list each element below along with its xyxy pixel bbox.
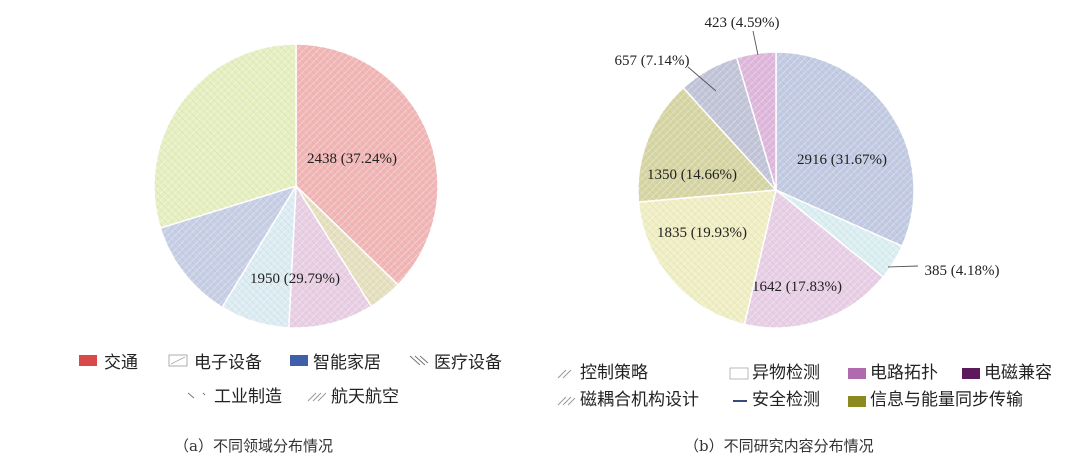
legend-b-swatch-4 bbox=[557, 396, 576, 406]
legend-b-label-3: 电磁兼容 bbox=[984, 363, 1052, 383]
pie-b-slice-0-crosshatch bbox=[776, 52, 914, 247]
legend-b-item-0: 控制策略 bbox=[557, 363, 648, 383]
pie-b-label-3: 1835 (19.93%) bbox=[657, 225, 747, 241]
pie-b-label-2: 1642 (17.83%) bbox=[752, 279, 842, 295]
pie-b-label-6: 423 (4.59%) bbox=[705, 15, 780, 31]
legend-a-label-4: 工业制造 bbox=[214, 387, 282, 407]
pie-b-leader-6 bbox=[752, 30, 759, 56]
legend-a: 交通 电子设备 智能家居 医疗设备 工业制造 bbox=[79, 353, 502, 407]
legend-b-swatch-1 bbox=[729, 367, 749, 380]
legend-a-label-1: 电子设备 bbox=[194, 353, 262, 373]
pie-b-slice-2-crosshatch bbox=[744, 190, 884, 328]
legend-b-label-2: 电路拓扑 bbox=[870, 363, 938, 383]
legend-a-item-1: 电子设备 bbox=[168, 353, 262, 373]
legend-a-item-0: 交通 bbox=[79, 353, 138, 373]
legend-a-swatch-4 bbox=[187, 392, 206, 399]
legend-a-swatch-5 bbox=[307, 392, 327, 402]
legend-a-label-5: 航天航空 bbox=[331, 387, 399, 407]
pie-a-slice-3-crosshatch bbox=[222, 186, 296, 328]
legend-a-label-3: 医疗设备 bbox=[434, 353, 502, 373]
pie-b-slice-6-crosshatch bbox=[736, 52, 776, 190]
legend-b: 控制策略 异物检测 电路拓扑 电磁兼容 磁耦合机构设计 安全检测 bbox=[557, 363, 1052, 410]
pie-a-slice-5-crosshatch bbox=[153, 44, 296, 229]
legend-b-label-1: 异物检测 bbox=[752, 363, 820, 383]
pie-b-label-5: 657 (7.14%) bbox=[615, 53, 690, 69]
legend-b-label-0: 控制策略 bbox=[580, 363, 648, 383]
legend-a-swatch-1-hatch bbox=[170, 356, 186, 365]
legend-b-swatch-0 bbox=[557, 369, 572, 379]
legend-b-item-3: 电磁兼容 bbox=[962, 363, 1052, 383]
pie-b-leader-5 bbox=[687, 66, 717, 92]
pie-a-slice-0-crosshatch bbox=[296, 44, 438, 285]
legend-b-item-6: 信息与能量同步传输 bbox=[848, 390, 1023, 410]
pie-a-label-5: 1950 (29.79%) bbox=[250, 271, 340, 287]
legend-b-item-5: 安全检测 bbox=[730, 390, 820, 410]
pie-chart-b: 2916 (31.67%) 385 (4.18%) 1642 (17.83%) 183… bbox=[615, 15, 1000, 329]
legend-a-label-0: 交通 bbox=[104, 353, 138, 373]
pie-b-slice-1-crosshatch bbox=[776, 190, 903, 277]
legend-a-item-5: 航天航空 bbox=[307, 387, 399, 407]
legend-b-item-4: 磁耦合机构设计 bbox=[557, 390, 699, 410]
legend-b-swatch-3 bbox=[962, 368, 980, 379]
pie-b-label-1: 385 (4.18%) bbox=[925, 263, 1000, 279]
legend-a-label-2: 智能家居 bbox=[313, 353, 381, 373]
legend-a-item-4: 工业制造 bbox=[187, 387, 282, 407]
caption-b: （b）不同研究内容分布情况 bbox=[684, 437, 874, 455]
legend-b-label-6: 信息与能量同步传输 bbox=[870, 390, 1023, 410]
caption-a: （a）不同领域分布情况 bbox=[174, 437, 333, 455]
legend-a-item-3: 医疗设备 bbox=[409, 353, 502, 373]
legend-b-swatch-6 bbox=[848, 396, 866, 407]
pie-chart-a: 2438 (37.24%)253 (3.86%)635 (9.7%)517 (7… bbox=[153, 43, 439, 329]
legend-b-item-1: 异物检测 bbox=[729, 363, 820, 383]
legend-b-item-2: 电路拓扑 bbox=[848, 363, 938, 383]
pie-b-slice-4-crosshatch bbox=[638, 87, 776, 203]
legend-a-item-2: 智能家居 bbox=[290, 353, 381, 373]
pie-b-slice-3-crosshatch bbox=[638, 190, 776, 325]
legend-a-swatch-3 bbox=[409, 355, 429, 366]
legend-b-label-4: 磁耦合机构设计 bbox=[580, 390, 699, 410]
pie-b-label-4: 1350 (14.66%) bbox=[647, 167, 737, 183]
pie-b-label-0: 2916 (31.67%) bbox=[797, 152, 887, 168]
pie-b-slice-5-crosshatch bbox=[683, 57, 776, 191]
pie-b-leader-1 bbox=[887, 265, 919, 268]
pie-a-slice-2-crosshatch bbox=[288, 186, 372, 328]
pie-a-label-0: 2438 (37.24%) bbox=[307, 151, 397, 167]
legend-b-label-5: 安全检测 bbox=[752, 390, 820, 410]
legend-b-swatch-2 bbox=[848, 368, 866, 379]
legend-a-swatch-2 bbox=[290, 355, 308, 366]
pie-a-slice-1-crosshatch bbox=[296, 186, 399, 307]
pie-a-slice-4-crosshatch bbox=[160, 186, 296, 308]
legend-a-swatch-0 bbox=[79, 355, 97, 366]
